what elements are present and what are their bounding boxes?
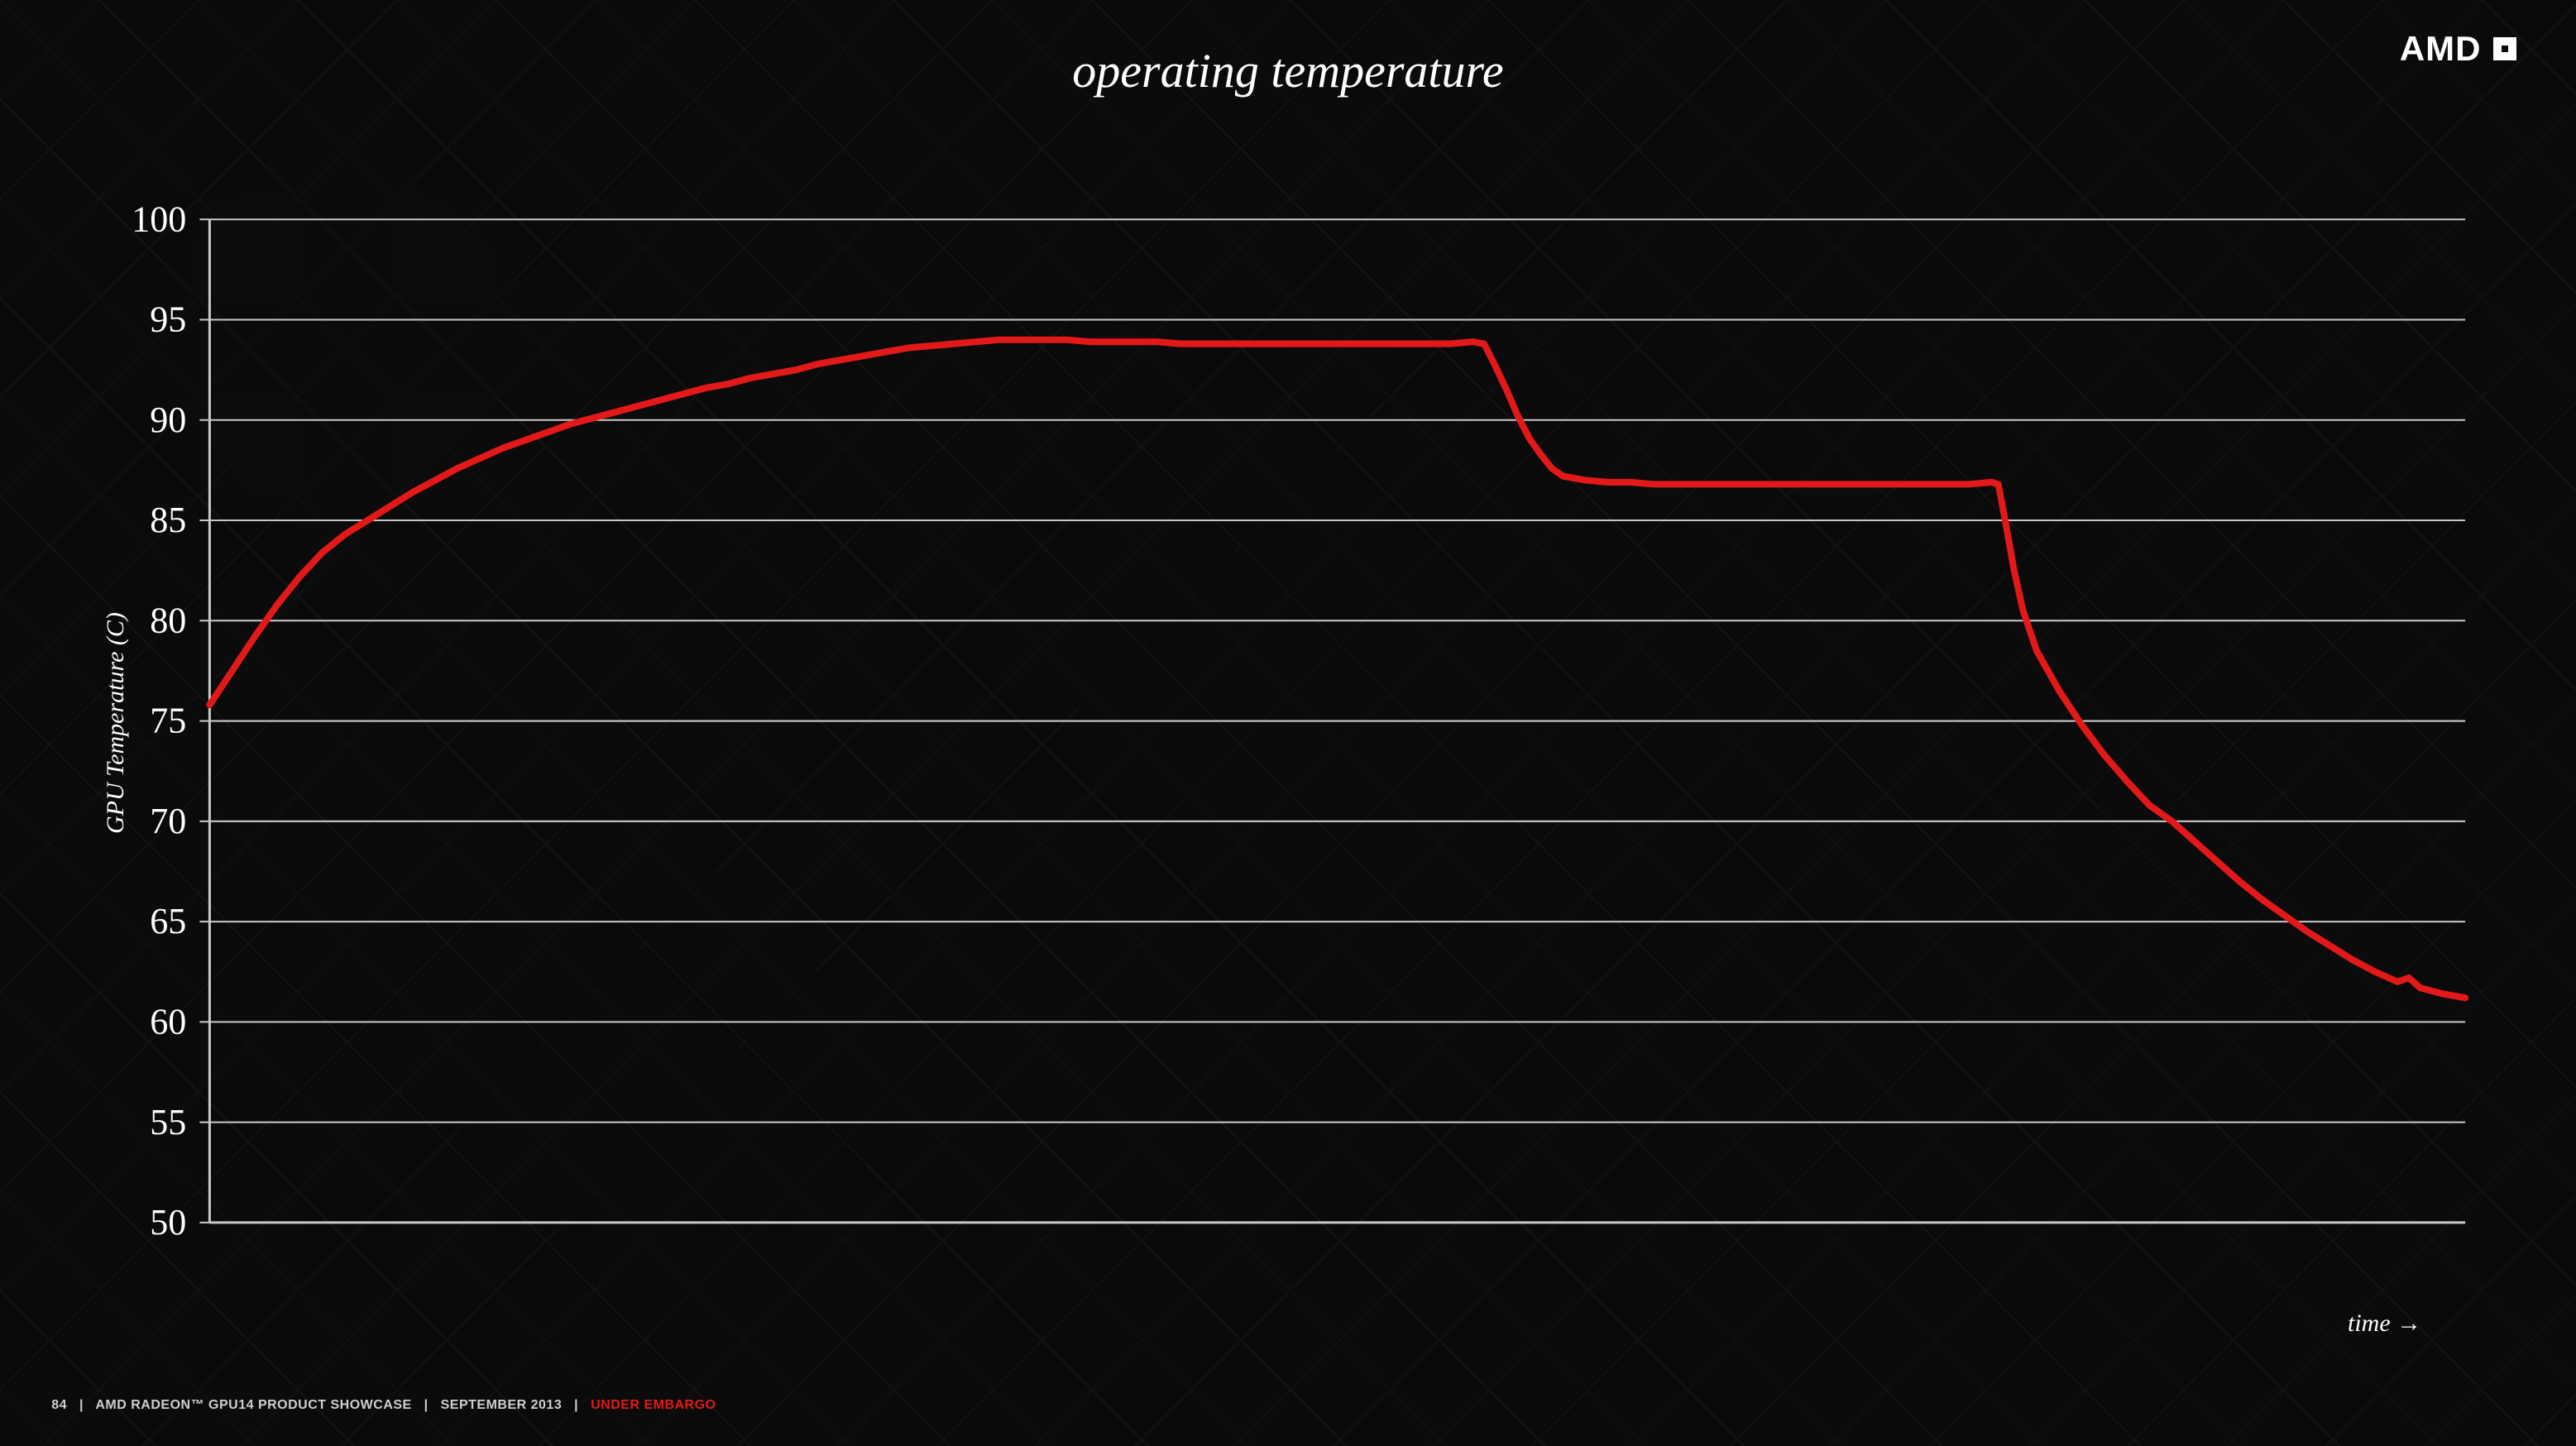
y-axis-label: GPU Temperature (C): [102, 612, 130, 834]
footer-page-number: 84: [51, 1398, 67, 1412]
svg-text:80: 80: [151, 600, 187, 640]
svg-text:85: 85: [151, 500, 187, 540]
footer-date: SEPTEMBER 2013: [441, 1398, 563, 1412]
slide-title: operating temperature: [0, 43, 2576, 98]
svg-text:75: 75: [151, 700, 187, 740]
footer-separator: |: [424, 1398, 429, 1412]
temperature-line-chart: 50 55 60 65 70 75 80 85 90 95 100: [77, 203, 2498, 1273]
amd-arrow-icon: [2490, 34, 2520, 64]
amd-logo: AMD: [2400, 29, 2520, 69]
svg-text:50: 50: [151, 1202, 187, 1243]
svg-text:55: 55: [151, 1101, 187, 1142]
svg-text:70: 70: [151, 801, 187, 841]
footer-separator: |: [574, 1398, 578, 1412]
footer-embargo: UNDER EMBARGO: [591, 1398, 716, 1412]
footer-product-text: AMD RADEON™ GPU14 PRODUCT SHOWCASE: [95, 1398, 411, 1412]
svg-text:100: 100: [132, 203, 187, 239]
chart-container: 50 55 60 65 70 75 80 85 90 95 100: [77, 203, 2498, 1273]
svg-text:65: 65: [151, 901, 187, 941]
svg-text:60: 60: [151, 1001, 187, 1041]
logo-text: AMD: [2400, 29, 2482, 69]
slide-footer: 84 | AMD RADEON™ GPU14 PRODUCT SHOWCASE …: [51, 1398, 716, 1413]
footer-separator: |: [79, 1398, 84, 1412]
svg-text:90: 90: [151, 399, 187, 439]
svg-text:95: 95: [151, 299, 187, 339]
slide: AMD operating temperature GPU Temperatur…: [0, 0, 2576, 1446]
x-axis-label: time →: [2348, 1310, 2421, 1338]
